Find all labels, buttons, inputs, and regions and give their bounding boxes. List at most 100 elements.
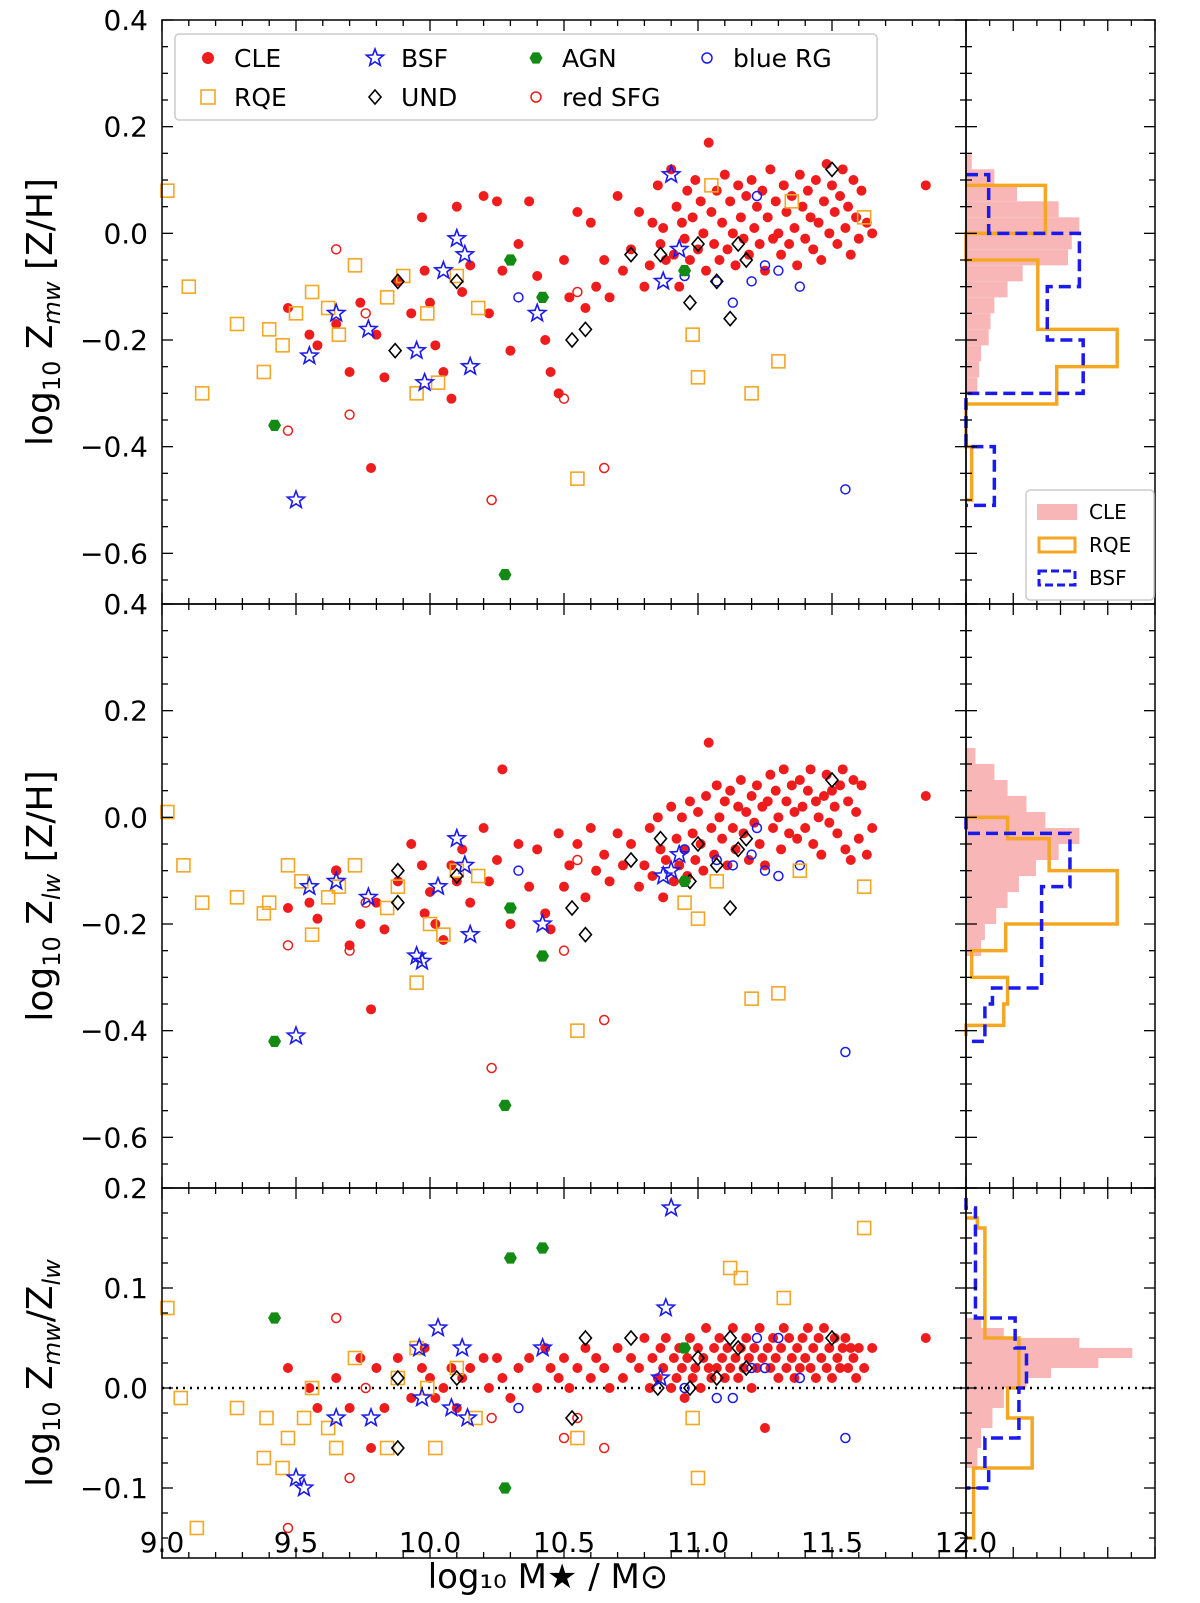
legend-item-agn: AGN [529,44,617,73]
point-agn [498,1482,512,1494]
point-rqe [320,890,336,905]
point-cle [703,137,714,148]
point-cle [666,1383,677,1393]
point-cle [684,1333,695,1343]
y-tick-label: −0.6 [80,537,148,570]
point-rqe [449,1360,465,1376]
point-cle [693,807,703,817]
point-bsf [325,1406,347,1428]
point-cle [580,303,591,313]
point-redsfg [344,409,355,420]
point-cle [524,1353,535,1363]
point-cle [312,913,323,924]
point-und [709,273,724,290]
hist-bar-cle [966,764,995,780]
point-rqe [771,986,786,1001]
point-redsfg [360,1382,371,1394]
point-bsf [649,1366,672,1388]
point-und [709,857,724,874]
point-cle [792,833,803,844]
point-bsf [446,227,468,248]
point-rqe [229,316,245,332]
hist-bar-cle [966,1338,1080,1348]
point-cle [591,1353,602,1363]
point-cle [513,1363,524,1373]
x-axis-label: log₁₀ M★ / M⊙ [428,1557,669,1597]
point-cle [497,764,508,775]
point-agn [678,875,692,887]
point-cle [355,919,366,929]
point-cle [406,308,417,319]
point-cle [768,1333,779,1343]
point-bsf [285,1024,307,1046]
point-cle [379,924,390,935]
legend-marker-agn [529,52,543,64]
point-bluerg [759,865,771,876]
point-agn [268,1035,282,1047]
point-cle [446,393,457,404]
point-redsfg [486,1062,497,1074]
legend-item-bsf: BSF [364,44,448,73]
point-cle [695,1383,706,1393]
point-bsf [456,1406,479,1428]
point-rqe [347,858,363,873]
point-cle [738,1363,749,1373]
point-rqe [275,1460,290,1476]
point-bsf [285,488,307,510]
point-und [653,246,668,263]
point-cle [366,1004,377,1015]
point-und [723,310,738,327]
point-cle [741,191,752,201]
point-cle [644,823,655,833]
point-cle [524,196,535,207]
point-rqe [570,471,585,486]
legend-item-redsfg: red SFG [530,83,661,112]
point-cle [920,791,931,801]
point-redsfg [598,1442,610,1454]
hist-bar-cle [966,1318,982,1328]
point-rqe [776,1290,792,1306]
point-cle [304,329,315,340]
point-cle [848,175,859,185]
point-und [731,235,746,253]
point-cle [751,780,762,791]
point-cle [617,860,628,871]
point-rqe [160,1300,175,1316]
point-bluerg [794,860,806,871]
point-rqe [256,364,272,380]
point-bluerg [794,281,806,292]
point-cle [457,287,468,297]
point-cle [757,1353,768,1363]
point-cle [379,372,390,383]
legend-hist-label: RQE [1089,533,1131,557]
point-rqe [275,338,290,353]
point-cle [733,180,744,191]
x-tick-label: 11.5 [801,1526,863,1559]
point-cle [722,860,733,871]
point-cle [776,844,787,855]
point-cle [810,796,821,807]
point-cle [392,876,403,887]
points-panel-1 [160,137,931,581]
point-bluerg [711,1392,723,1404]
point-cle [425,297,435,308]
point-und [564,899,580,917]
hist-bar-cle [966,153,972,170]
hist-step-bsf [964,1198,1029,1490]
point-cle [612,191,623,201]
main-axes-frame [161,1187,967,1559]
point-und [690,235,706,253]
point-cle [282,903,293,913]
point-agn [503,902,517,914]
point-cle [837,764,848,775]
point-cle [545,1363,556,1373]
point-cle [709,1343,720,1353]
point-cle [867,228,878,239]
legend-top: CLE BSF AGN blue RG RQE UND red SFG [174,33,878,121]
point-cle [829,1333,840,1343]
point-redsfg [572,286,583,298]
point-cle [813,812,824,823]
point-redsfg [558,393,570,404]
point-cle [684,796,695,807]
point-cle [848,775,859,785]
